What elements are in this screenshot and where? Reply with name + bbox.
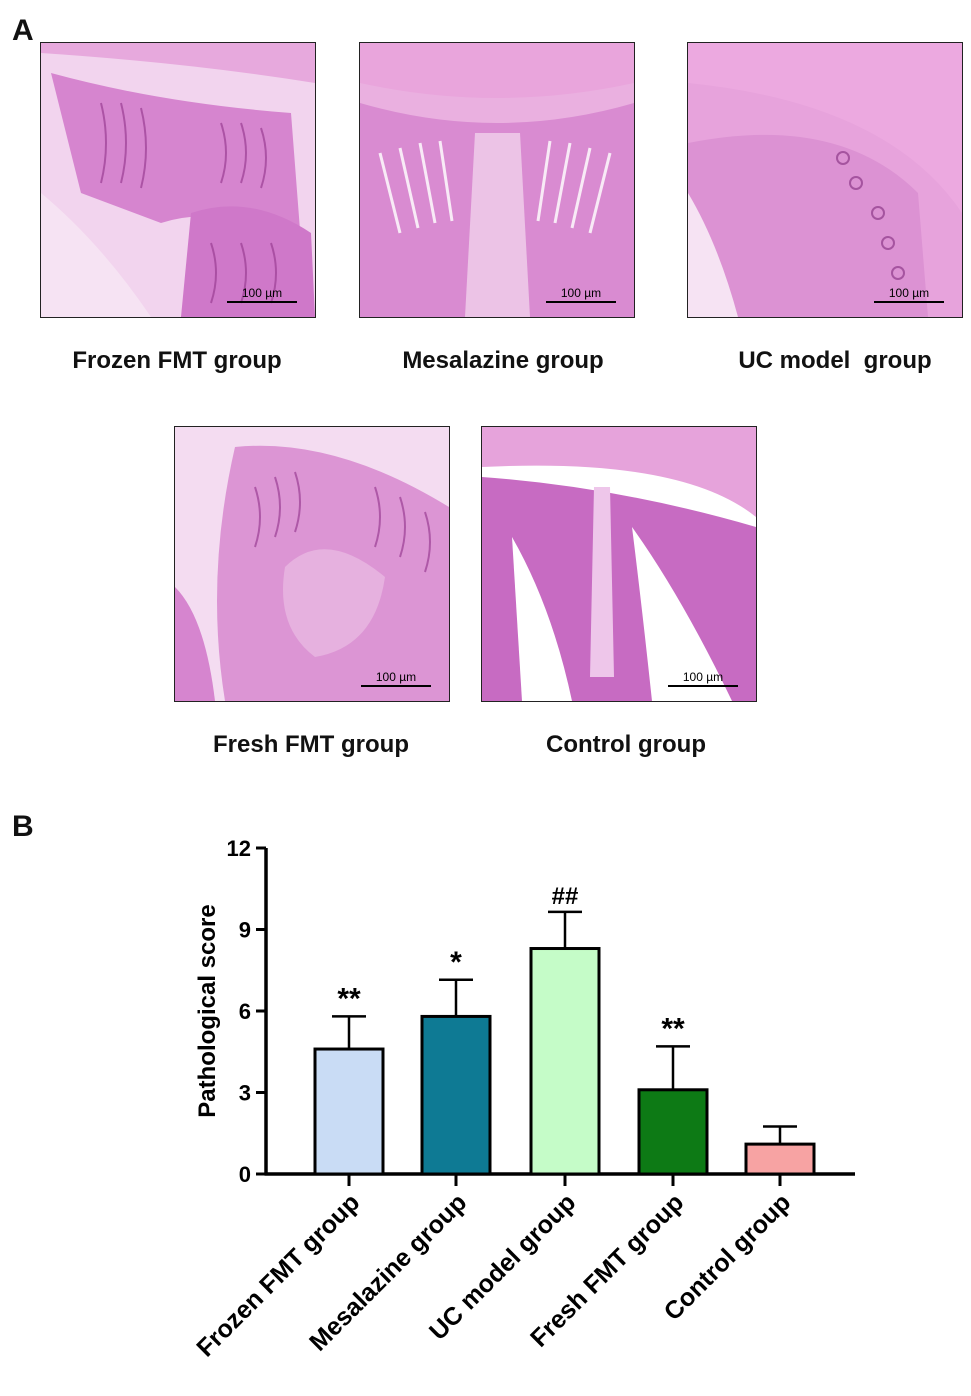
scale-bar: 100 µm: [874, 286, 944, 303]
bar: [313, 1047, 385, 1176]
bar: [744, 1142, 816, 1176]
y-tick-label: 3: [239, 1081, 251, 1106]
y-tick-label: 9: [239, 918, 251, 943]
significance-marker: ##: [552, 883, 579, 910]
caption-uc-model: UC model group: [738, 347, 932, 374]
caption-frozen-fmt: Frozen FMT group: [72, 347, 282, 374]
micrograph-uc-model: 100 µm: [687, 42, 963, 318]
bar: [420, 1014, 492, 1176]
scale-bar: 100 µm: [227, 286, 297, 303]
y-axis-label: Pathological score: [194, 904, 221, 1117]
bar: [529, 947, 601, 1176]
y-tick-label: 12: [227, 836, 251, 861]
significance-marker: **: [661, 1012, 685, 1045]
scale-bar: 100 µm: [668, 670, 738, 687]
scale-bar: 100 µm: [546, 286, 616, 303]
caption-mesalazine: Mesalazine group: [402, 347, 604, 374]
micrograph-frozen-fmt: 100 µm: [40, 42, 316, 318]
significance-marker: *: [450, 946, 462, 979]
caption-control: Control group: [546, 731, 706, 758]
micrograph-control: 100 µm: [481, 426, 757, 702]
significance-marker: **: [337, 982, 361, 1015]
panel-a-label: A: [12, 14, 34, 47]
micrograph-fresh-fmt: 100 µm: [174, 426, 450, 702]
caption-fresh-fmt: Fresh FMT group: [213, 731, 409, 758]
scale-bar: 100 µm: [361, 670, 431, 687]
y-tick-label: 0: [239, 1162, 251, 1187]
panel-b-label: B: [12, 810, 34, 843]
bar: [637, 1088, 709, 1176]
micrograph-mesalazine: 100 µm: [359, 42, 635, 318]
y-tick-label: 6: [239, 999, 251, 1024]
